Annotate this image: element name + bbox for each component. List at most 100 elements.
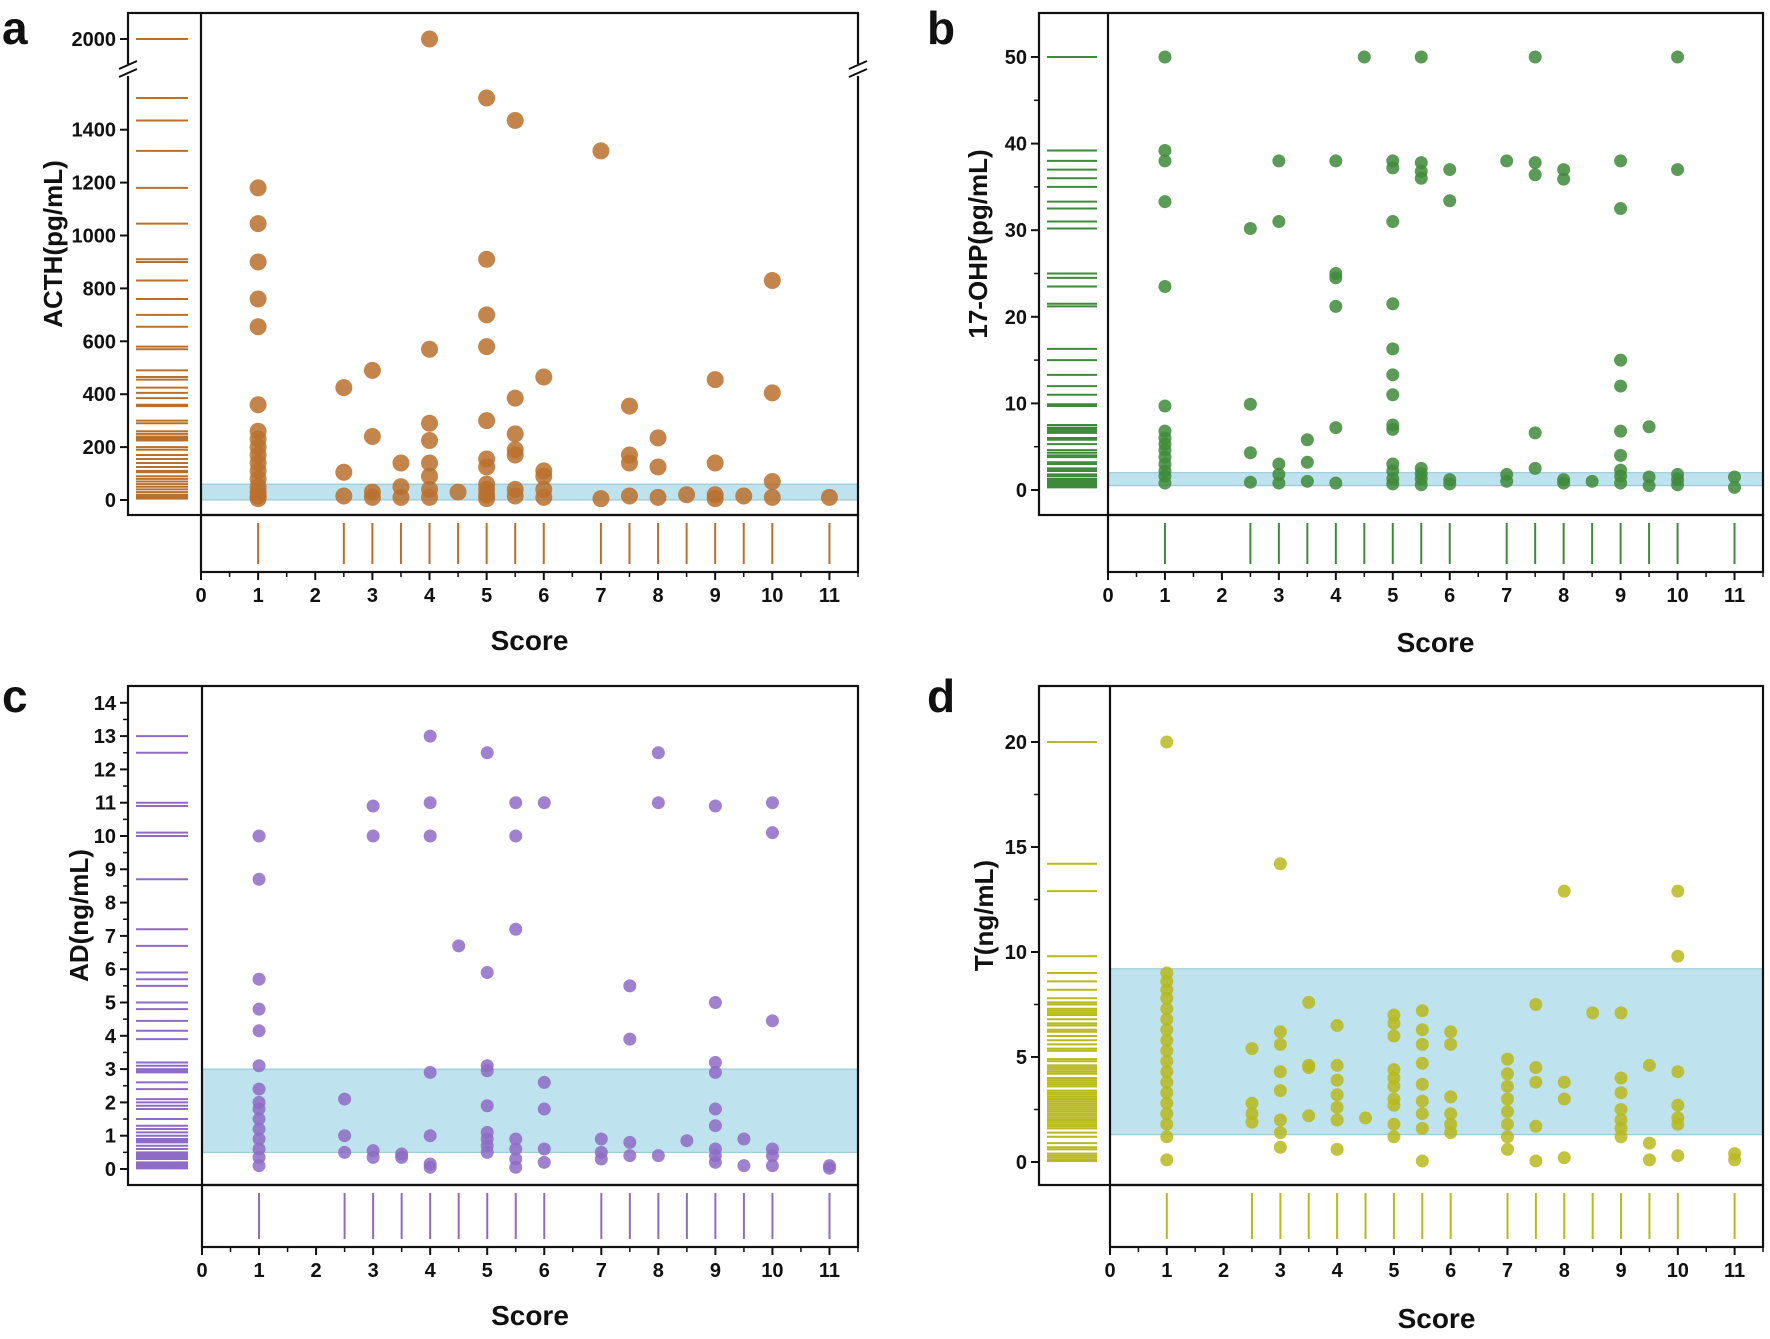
data-point xyxy=(1557,172,1571,186)
data-point xyxy=(1614,202,1628,216)
data-point xyxy=(509,1142,523,1156)
data-point xyxy=(1671,478,1685,492)
data-point xyxy=(1243,475,1257,489)
data-point xyxy=(623,1149,637,1163)
data-point xyxy=(480,1099,494,1113)
data-point xyxy=(537,1102,551,1116)
data-point xyxy=(1245,1115,1259,1129)
data-point xyxy=(1415,1107,1429,1121)
data-point xyxy=(708,799,722,813)
data-point xyxy=(1330,1113,1344,1127)
data-point xyxy=(423,1160,437,1174)
data-point xyxy=(708,996,722,1009)
x-axis-title: Score xyxy=(491,1300,569,1331)
y-tick-label: 10 xyxy=(1005,393,1027,415)
data-point xyxy=(737,1159,751,1173)
data-point xyxy=(1500,1067,1514,1081)
data-point xyxy=(1671,949,1685,963)
data-point xyxy=(423,1129,437,1143)
data-point xyxy=(1529,998,1543,1011)
x-tick-label: 2 xyxy=(310,585,321,607)
x-tick-label: 6 xyxy=(1445,1260,1456,1282)
data-point xyxy=(1614,476,1628,490)
x-tick-label: 5 xyxy=(1387,585,1398,607)
data-point xyxy=(1444,1090,1458,1104)
data-point xyxy=(1415,1004,1429,1018)
y-tick-label: 9 xyxy=(105,859,116,881)
data-point xyxy=(252,1002,266,1016)
data-point xyxy=(1415,1056,1429,1070)
y-tick-label: 15 xyxy=(1005,837,1027,859)
y-tick-label: 20 xyxy=(1005,732,1027,754)
x-tick-label: 3 xyxy=(367,585,378,607)
x-tick-label: 1 xyxy=(1159,585,1170,607)
y-tick-label: 30 xyxy=(1005,220,1027,242)
data-point xyxy=(478,250,496,268)
data-point xyxy=(1300,455,1314,469)
data-point xyxy=(708,1155,722,1169)
data-point xyxy=(1671,1149,1685,1163)
data-point xyxy=(249,290,267,308)
data-point xyxy=(449,483,467,501)
data-point xyxy=(1160,1117,1174,1131)
data-point xyxy=(1614,379,1628,393)
data-point xyxy=(1444,1025,1458,1039)
data-point xyxy=(338,1145,352,1159)
panel-label: d xyxy=(927,670,955,722)
data-point xyxy=(623,979,637,993)
data-point xyxy=(1272,457,1286,471)
x-tick-label: 11 xyxy=(819,1260,840,1282)
data-point xyxy=(1330,1019,1344,1032)
data-point xyxy=(1557,1151,1571,1165)
data-point xyxy=(392,488,410,506)
data-point xyxy=(1500,1105,1514,1119)
data-point xyxy=(1330,1088,1344,1102)
data-point xyxy=(1300,433,1314,447)
x-tick-label: 3 xyxy=(1275,1260,1286,1282)
data-point xyxy=(1160,1086,1174,1100)
data-point xyxy=(1160,1002,1174,1016)
data-point xyxy=(537,1155,551,1169)
data-point xyxy=(1386,368,1400,382)
data-point xyxy=(1529,1154,1543,1168)
data-point xyxy=(1386,215,1400,229)
data-point xyxy=(1414,171,1428,185)
data-point xyxy=(480,1064,494,1078)
data-point xyxy=(509,1132,523,1146)
data-point xyxy=(366,1150,380,1164)
data-point xyxy=(480,966,494,980)
data-point xyxy=(1614,424,1628,438)
data-point xyxy=(478,490,496,508)
x-rug-frame xyxy=(200,1183,860,1249)
data-point xyxy=(363,428,381,446)
y-tick-label: 0 xyxy=(105,490,116,512)
y-tick-label: 0 xyxy=(1016,1152,1027,1174)
reference-band xyxy=(200,483,859,501)
y-tick-label: 0 xyxy=(1016,480,1027,502)
data-point xyxy=(1359,1111,1373,1125)
data-point xyxy=(1273,1113,1287,1127)
data-point xyxy=(1302,1109,1316,1123)
data-point xyxy=(421,340,439,358)
data-point xyxy=(592,142,610,160)
data-point xyxy=(765,826,779,840)
data-point xyxy=(1443,163,1457,177)
data-point xyxy=(535,488,553,506)
data-point xyxy=(1500,474,1514,488)
data-point xyxy=(252,872,266,886)
data-point xyxy=(1160,1096,1174,1110)
data-point xyxy=(1330,1058,1344,1072)
data-point xyxy=(1614,1130,1628,1144)
x-tick-label: 2 xyxy=(1216,585,1227,607)
data-point xyxy=(706,490,724,508)
data-point xyxy=(649,429,667,447)
data-point xyxy=(1273,1084,1287,1098)
data-point xyxy=(478,458,496,476)
data-point xyxy=(765,796,779,810)
data-point xyxy=(1386,422,1400,436)
data-point xyxy=(1415,1023,1429,1037)
data-point xyxy=(1500,1079,1514,1093)
x-tick-label: 0 xyxy=(1104,1260,1115,1282)
